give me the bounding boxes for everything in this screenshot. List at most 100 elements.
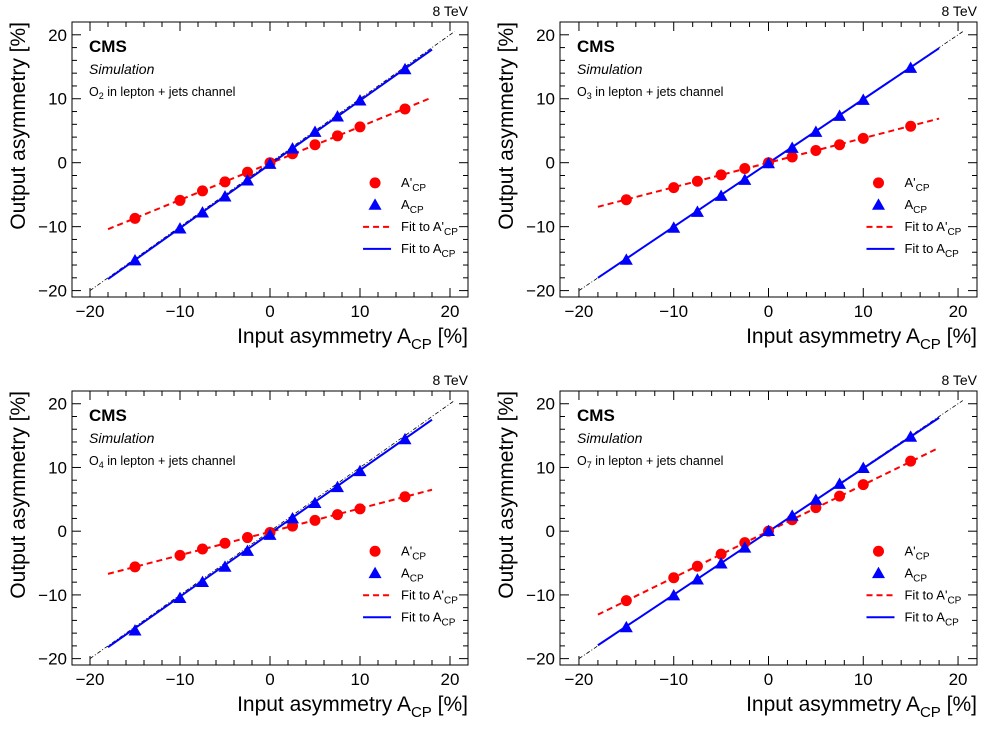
data-point-a-cp [690,205,704,217]
legend-entry-1: A'CP [904,543,929,562]
x-tick-label: −20 [565,302,594,321]
data-point-a-prime-cp [857,479,869,491]
data-point-a-cp [173,591,187,603]
y-tick-label: 0 [546,522,555,541]
channel-label: O4 in lepton + jets channel [89,454,235,470]
data-point-a-prime-cp [332,130,343,142]
data-point-a-cp [286,511,299,524]
y-tick-label: 10 [48,90,67,109]
legend-entry-3: Fit to A'CP [904,587,961,606]
data-point-a-cp [809,493,823,505]
chart-panel-3: −20 −10 0 10 20 −20 −10 0 10 20 Input asymmetry AC… [7,372,469,721]
status-label: Simulation [89,430,155,446]
y-tick-label: −10 [526,218,555,237]
data-point-a-cp [762,156,775,169]
data-point-a-cp [331,110,344,122]
experiment-label: CMS [577,37,615,56]
y-tick-label: 20 [536,395,555,414]
data-point-a-cp [619,620,633,633]
fit-line-a-prime-cp [597,117,940,208]
data-point-a-prime-cp [620,194,632,206]
data-point-a-cp [785,509,799,521]
x-tick-label: 0 [764,302,773,321]
data-point-a-cp [173,222,187,234]
data-point-a-prime-cp [834,490,846,502]
data-point-a-prime-cp [129,212,141,224]
legend-entry-2: ACP [401,197,424,216]
data-point-a-prime-cp [399,491,411,503]
data-point-a-cp [833,109,847,121]
legend-entry-1: A'CP [401,175,426,194]
data-point-a-cp [196,206,209,218]
data-point-a-cp [128,624,142,636]
legend-entry-3: Fit to A'CP [401,587,458,606]
y-tick-label: 0 [58,522,67,541]
x-tick-label: 10 [351,670,370,689]
data-point-a-cp [904,61,918,73]
legend-entry-3: Fit to A'CP [401,219,458,238]
energy-label: 8 TeV [941,372,977,388]
x-axis-label: Input asymmetry ACP [%] [746,693,977,721]
x-tick-label: 0 [265,670,274,689]
x-axis-label: Input asymmetry ACP [%] [237,693,468,721]
y-axis-label: Output asymmetry [%] [495,22,518,230]
data-point-a-prime-cp [620,595,632,607]
data-point-a-prime-cp [354,121,366,133]
y-axis-label: Output asymmetry [%] [495,391,518,599]
x-tick-label: 20 [441,302,460,321]
legend-symbol-circle [369,177,381,189]
data-point-a-prime-cp [309,139,321,151]
legend-symbol-circle [872,177,884,189]
x-tick-label: 0 [265,302,274,321]
legend-entry-4: Fit to ACP [401,241,456,260]
experiment-label: CMS [577,406,615,425]
data-point-a-prime-cp [219,176,231,188]
chart-panel-4: −20 −10 0 10 20 −20 −10 0 10 20 Input asymmetry AC… [495,372,978,721]
y-tick-label: 20 [536,26,555,45]
data-point-a-cp [308,496,322,509]
data-point-a-cp [856,461,870,473]
y-tick-label: 10 [48,458,67,477]
x-tick-label: −20 [76,302,105,321]
status-label: Simulation [577,61,643,77]
data-point-a-cp [128,254,142,266]
x-tick-label: 20 [949,302,968,321]
y-tick-label: 0 [58,154,67,173]
y-axis-label: Output asymmetry [%] [7,22,30,230]
data-point-a-cp [196,575,209,588]
data-point-a-prime-cp [691,175,703,187]
y-tick-label: −10 [38,586,67,605]
legend-entry-1: A'CP [401,543,426,562]
x-tick-label: 20 [949,670,968,689]
data-point-a-prime-cp [399,103,411,115]
data-point-a-cp [398,432,412,445]
data-point-a-prime-cp [691,560,703,572]
x-tick-label: 0 [764,670,773,689]
data-point-a-cp [833,477,847,489]
data-point-a-cp [308,125,322,137]
experiment-label: CMS [89,37,127,56]
data-point-a-cp [738,541,752,553]
x-tick-label: −10 [166,302,195,321]
data-point-a-prime-cp [905,120,917,132]
data-point-a-prime-cp [197,185,208,197]
data-point-a-cp [856,93,870,105]
experiment-label: CMS [89,406,127,425]
legend-entry-2: ACP [904,197,927,216]
x-tick-label: −20 [565,670,594,689]
data-point-a-cp [690,573,704,585]
energy-label: 8 TeV [432,372,468,388]
channel-label: O3 in lepton + jets channel [577,85,723,101]
data-point-a-prime-cp [129,561,141,573]
legend-entry-4: Fit to ACP [904,609,959,628]
data-point-a-prime-cp [715,548,727,560]
legend-entry-4: Fit to ACP [904,241,959,260]
status-label: Simulation [577,430,643,446]
data-point-a-prime-cp [309,514,321,526]
x-tick-label: 10 [854,670,873,689]
data-point-a-prime-cp [810,145,822,157]
fit-line-a-prime-cp [597,446,940,616]
data-point-a-prime-cp [354,503,366,515]
data-point-a-prime-cp [810,502,822,514]
